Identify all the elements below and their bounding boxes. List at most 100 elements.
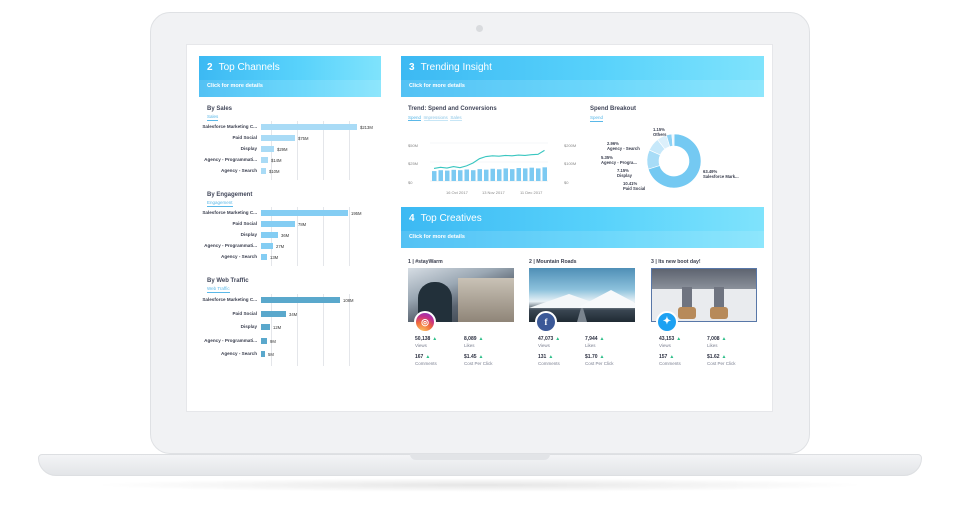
spend-column[interactable] [536,168,541,181]
spend-column[interactable] [445,170,450,181]
creative-image[interactable] [408,268,514,322]
spend-column[interactable] [477,169,483,181]
views-label: Views [415,343,427,348]
bar-label: Salesforce Marketing C... [202,210,257,215]
y-right-tick: $100M [564,161,577,166]
sales-tab[interactable]: Sales [207,114,219,121]
engagement-tab[interactable]: Engagement [207,200,233,207]
bar[interactable] [261,351,265,357]
spend-column[interactable] [458,170,463,181]
donut-slice[interactable] [647,133,702,189]
bar[interactable] [261,135,295,141]
spend-tab[interactable]: Spend [408,115,422,121]
likes-value: 8,089 ▲ [464,336,484,342]
top-channels-header[interactable]: 2 Top Channels Click for more details [199,56,381,97]
cpc-value: $1.62 ▲ [707,354,727,360]
bar-row[interactable]: Paid Social 34M [187,310,377,318]
bar-row[interactable]: Salesforce Marketing C... $213M [187,123,377,131]
bar[interactable] [261,124,357,130]
grid-line [323,207,324,266]
bar[interactable] [261,297,340,303]
trend-plot [430,142,548,182]
donut-slice[interactable] [671,133,675,147]
bar-row[interactable]: Agency - Programmati... 9M [187,337,377,345]
bar[interactable] [261,168,266,174]
bar-value: $29M [277,147,288,152]
bar-label: Display [240,324,257,329]
top-creatives-header[interactable]: 4 Top Creatives Click for more details [401,207,764,248]
bar[interactable] [261,337,267,344]
comments-value: 131 ▲ [538,354,554,360]
panel-number: 4 [409,213,415,224]
bar-value: 195M [351,211,362,216]
bar-row[interactable]: Salesforce Marketing C... 195M [187,209,377,217]
laptop-shadow [90,478,870,492]
bar[interactable] [261,243,273,249]
spend-column[interactable] [464,169,470,181]
comments-label: Comments [415,361,437,366]
web-traffic-bar-chart: Salesforce Marketing C... 108M Paid Social… [187,294,377,366]
slice-name: Salesforce Mark... [703,174,739,179]
spend-column[interactable] [542,167,548,181]
views-value: 50,138 ▲ [415,336,438,342]
bar[interactable] [261,221,295,227]
engagement-bar-chart: Salesforce Marketing C... 195M Paid Social… [187,207,377,266]
bar[interactable] [261,157,268,163]
bar-row[interactable]: Agency - Programmati... 27M [187,242,377,250]
grid-line [297,294,298,366]
bar[interactable] [261,254,267,260]
more-details-link[interactable]: Click for more details [409,234,465,240]
spend-column[interactable] [471,170,476,181]
more-details-link[interactable]: Click for more details [409,83,465,89]
bar-row[interactable]: Agency - Search 5M [187,350,377,358]
bar-value: $14M [271,158,282,163]
bar-row[interactable]: Paid Social 78M [187,220,377,228]
spend-column[interactable] [497,169,502,181]
web-traffic-tab[interactable]: Web Traffic [207,286,230,293]
more-details-link[interactable]: Click for more details [207,83,263,89]
spend-column[interactable] [490,168,496,181]
grid-line [349,121,350,180]
bar[interactable] [261,210,348,216]
bar-label: Display [240,146,257,151]
sales-tab[interactable]: Sales [450,115,462,121]
spend-column[interactable] [451,169,457,181]
spend-column[interactable] [438,170,444,181]
spend-column[interactable] [529,167,535,181]
comments-value: 157 ▲ [659,354,675,360]
bar[interactable] [261,146,274,152]
bar[interactable] [261,310,286,317]
bar-label: Paid Social [232,221,257,226]
bar-label: Agency - Programmati... [204,157,257,162]
bar-row[interactable]: Agency - Search $10M [187,167,377,175]
trending-insight-header[interactable]: 3 Trending Insight Click for more details [401,56,764,97]
panel-number: 2 [207,62,213,73]
spend-column[interactable] [432,171,437,181]
bar-row[interactable]: Salesforce Marketing C... 108M [187,296,377,304]
bar[interactable] [261,324,270,330]
bar-value: 36M [281,233,290,238]
impressions-tab[interactable]: Impressions [423,115,448,121]
bar-row[interactable]: Display 36M [187,231,377,239]
bar-row[interactable]: Display $29M [187,145,377,153]
spend-donut-chart [646,133,702,189]
bar-row[interactable]: Agency - Programmati... $14M [187,156,377,164]
comments-label: Comments [659,361,681,366]
bar-row[interactable]: Display 12M [187,323,377,331]
conversions-line[interactable] [433,149,545,169]
spend-column[interactable] [523,168,528,181]
spend-column[interactable] [510,169,515,181]
spend-column[interactable] [503,168,509,181]
bar-row[interactable]: Agency - Search 13M [187,253,377,261]
up-arrow-icon: ▲ [425,354,431,360]
bar[interactable] [261,232,278,238]
spend-breakout-tab[interactable]: Spend [590,115,604,122]
spend-column[interactable] [484,169,489,181]
bar-row[interactable]: Paid Social $75M [187,134,377,142]
y-left-tick: $25M [408,161,419,166]
cpc-label: Cost Per Click [707,361,736,366]
spend-column[interactable] [516,168,522,181]
views-value: 43,153 ▲ [659,336,682,342]
bar-label: Agency - Search [221,351,257,356]
up-arrow-icon: ▲ [555,336,561,342]
